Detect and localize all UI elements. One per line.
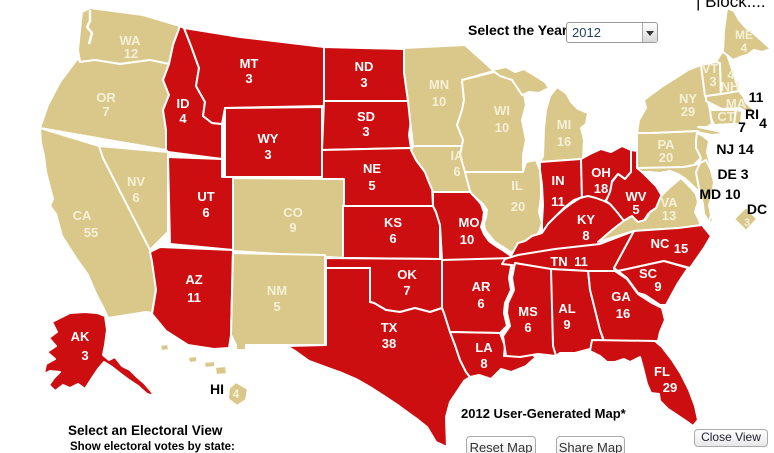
svg-text:MT: MT xyxy=(240,56,259,71)
svg-text:10: 10 xyxy=(432,94,446,109)
svg-text:4: 4 xyxy=(179,111,187,126)
svg-text:IN: IN xyxy=(552,173,565,188)
svg-text:ID: ID xyxy=(177,96,190,111)
svg-text:MS: MS xyxy=(518,304,538,319)
svg-text:NV: NV xyxy=(127,174,145,189)
svg-text:10: 10 xyxy=(495,120,509,135)
svg-text:7: 7 xyxy=(102,104,109,119)
svg-text:15: 15 xyxy=(674,241,688,256)
svg-text:4: 4 xyxy=(759,115,767,131)
svg-text:VA: VA xyxy=(660,195,678,210)
svg-text:20: 20 xyxy=(511,199,525,214)
svg-text:AR: AR xyxy=(472,279,491,294)
svg-text:3: 3 xyxy=(81,348,88,363)
svg-text:WV: WV xyxy=(626,189,647,204)
svg-text:5: 5 xyxy=(273,299,280,314)
svg-text:IL: IL xyxy=(511,178,523,193)
svg-text:10: 10 xyxy=(460,232,474,247)
svg-text:3: 3 xyxy=(744,217,750,229)
svg-text:ME: ME xyxy=(735,28,753,42)
svg-text:KS: KS xyxy=(384,215,402,230)
svg-text:SD: SD xyxy=(357,109,375,124)
svg-text:29: 29 xyxy=(663,380,677,395)
svg-text:VT: VT xyxy=(702,61,719,76)
svg-text:CT: CT xyxy=(717,109,734,124)
svg-text:NH: NH xyxy=(721,79,740,94)
svg-text:6: 6 xyxy=(389,231,396,246)
svg-text:RI: RI xyxy=(745,106,759,122)
svg-text:OK: OK xyxy=(397,267,417,282)
svg-text:7: 7 xyxy=(403,283,410,298)
svg-text:8: 8 xyxy=(480,356,487,371)
svg-text:13: 13 xyxy=(662,208,676,223)
svg-text:WI: WI xyxy=(494,103,510,118)
svg-text:AK: AK xyxy=(71,329,90,344)
svg-text:55: 55 xyxy=(84,225,98,240)
svg-text:9: 9 xyxy=(563,317,570,332)
svg-text:5: 5 xyxy=(368,178,375,193)
svg-text:7: 7 xyxy=(738,119,746,135)
svg-text:6: 6 xyxy=(477,296,484,311)
svg-text:11: 11 xyxy=(187,290,201,305)
svg-text:MO: MO xyxy=(459,215,480,230)
svg-text:29: 29 xyxy=(681,104,695,119)
svg-text:20: 20 xyxy=(659,150,673,165)
svg-text:SC: SC xyxy=(639,266,658,281)
svg-text:NE: NE xyxy=(363,161,381,176)
svg-text:HI: HI xyxy=(210,381,224,397)
svg-text:WA: WA xyxy=(120,33,142,48)
svg-text:IA: IA xyxy=(451,148,465,163)
svg-text:DE 3: DE 3 xyxy=(717,166,748,182)
svg-text:16: 16 xyxy=(557,134,571,149)
svg-text:16: 16 xyxy=(616,306,630,321)
svg-text:4: 4 xyxy=(741,41,748,55)
svg-text:CA: CA xyxy=(73,208,92,223)
svg-text:3: 3 xyxy=(362,124,369,139)
svg-text:6: 6 xyxy=(453,164,460,179)
svg-text:3: 3 xyxy=(264,147,271,162)
svg-text:6: 6 xyxy=(202,205,209,220)
svg-text:UT: UT xyxy=(197,189,214,204)
svg-text:NC: NC xyxy=(651,236,670,251)
svg-text:MA: MA xyxy=(726,96,747,111)
svg-text:5: 5 xyxy=(632,202,639,217)
svg-text:MI: MI xyxy=(557,117,571,132)
svg-text:OR: OR xyxy=(96,90,116,105)
svg-text:MD 10: MD 10 xyxy=(699,186,740,202)
svg-text:GA: GA xyxy=(611,289,631,304)
svg-text:4: 4 xyxy=(727,67,735,82)
svg-text:TX: TX xyxy=(381,320,398,335)
svg-text:NJ 14: NJ 14 xyxy=(716,141,754,157)
svg-text:11: 11 xyxy=(551,194,565,209)
svg-text:11: 11 xyxy=(749,89,764,105)
svg-text:ND: ND xyxy=(355,59,374,74)
svg-text:18: 18 xyxy=(594,181,608,196)
svg-text:38: 38 xyxy=(382,336,396,351)
svg-text:6: 6 xyxy=(132,190,139,205)
svg-text:CO: CO xyxy=(283,205,303,220)
svg-text:DC: DC xyxy=(747,201,767,217)
svg-text:LA: LA xyxy=(475,340,493,355)
svg-text:AL: AL xyxy=(558,301,575,316)
svg-text:MN: MN xyxy=(429,77,449,92)
svg-text:AZ: AZ xyxy=(185,272,202,287)
svg-text:12: 12 xyxy=(124,46,138,61)
svg-text:4: 4 xyxy=(233,387,240,401)
svg-text:TN: TN xyxy=(550,254,567,269)
svg-text:WY: WY xyxy=(258,131,279,146)
svg-text:8: 8 xyxy=(582,228,589,243)
svg-text:OH: OH xyxy=(591,165,611,180)
svg-text:3: 3 xyxy=(709,74,716,89)
svg-text:9: 9 xyxy=(654,279,661,294)
svg-text:9: 9 xyxy=(289,220,296,235)
svg-text:PA: PA xyxy=(657,137,675,152)
svg-text:KY: KY xyxy=(577,212,595,227)
svg-text:NM: NM xyxy=(267,283,287,298)
svg-text:11: 11 xyxy=(574,254,588,269)
svg-text:3: 3 xyxy=(360,75,367,90)
svg-text:6: 6 xyxy=(524,320,531,335)
svg-text:FL: FL xyxy=(654,364,670,379)
svg-text:NY: NY xyxy=(679,91,697,106)
svg-text:3: 3 xyxy=(245,71,252,86)
